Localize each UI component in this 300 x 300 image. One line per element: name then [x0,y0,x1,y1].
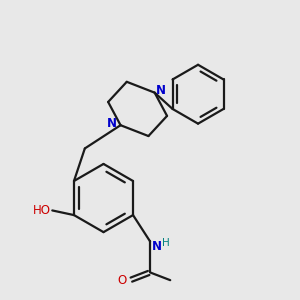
Text: N: N [156,84,166,97]
Text: H: H [161,238,169,248]
Text: O: O [117,274,126,287]
Text: N: N [107,117,117,130]
Text: HO: HO [33,204,51,217]
Text: N: N [152,240,162,253]
